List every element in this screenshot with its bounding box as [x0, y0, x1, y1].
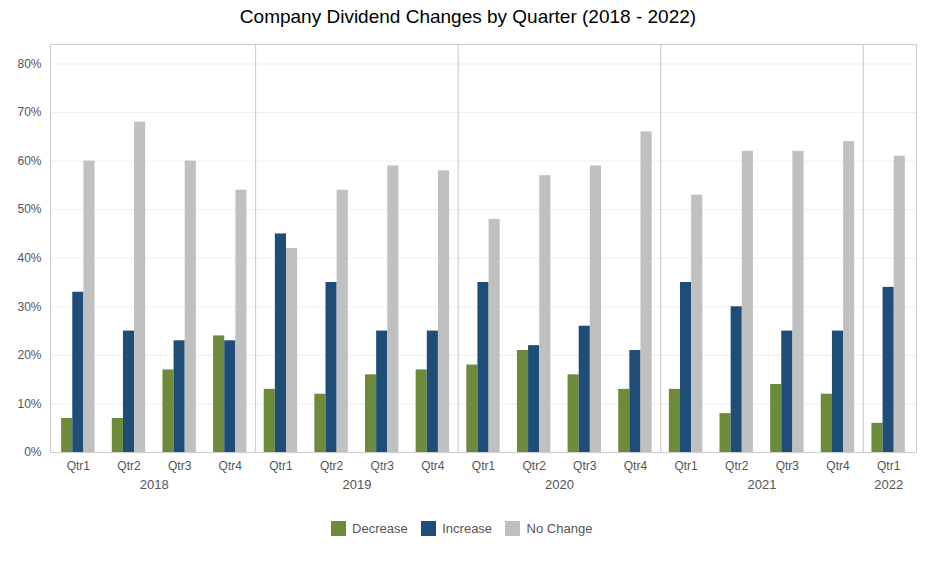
- svg-text:Qtr3: Qtr3: [371, 459, 395, 473]
- svg-text:2020: 2020: [545, 477, 574, 492]
- svg-text:20%: 20%: [17, 348, 41, 362]
- svg-text:0%: 0%: [24, 445, 42, 459]
- svg-text:Qtr4: Qtr4: [826, 459, 850, 473]
- svg-text:2022: 2022: [874, 477, 903, 492]
- svg-text:Qtr4: Qtr4: [219, 459, 243, 473]
- svg-text:2019: 2019: [342, 477, 371, 492]
- svg-text:Qtr1: Qtr1: [877, 459, 901, 473]
- svg-text:Qtr4: Qtr4: [624, 459, 648, 473]
- svg-text:10%: 10%: [17, 397, 41, 411]
- svg-text:Qtr2: Qtr2: [522, 459, 546, 473]
- svg-text:50%: 50%: [17, 202, 41, 216]
- svg-text:Qtr2: Qtr2: [725, 459, 749, 473]
- svg-text:Qtr3: Qtr3: [573, 459, 597, 473]
- svg-text:30%: 30%: [17, 300, 41, 314]
- html-text:Company Dividend Changes by Qu: Company Dividend Changes by Quarter (201…: [239, 6, 697, 27]
- svg-text:60%: 60%: [17, 154, 41, 168]
- svg-text:Qtr1: Qtr1: [269, 459, 293, 473]
- svg-text:40%: 40%: [17, 251, 41, 265]
- svg-text:70%: 70%: [17, 105, 41, 119]
- svg-text:Qtr2: Qtr2: [117, 459, 141, 473]
- html-text:Increase: Increase: [442, 521, 493, 536]
- html-text:No Change: No Change: [526, 521, 593, 536]
- svg-text:Qtr1: Qtr1: [67, 459, 91, 473]
- svg-text:80%: 80%: [17, 57, 41, 71]
- svg-text:Qtr2: Qtr2: [320, 459, 344, 473]
- svg-text:Qtr1: Qtr1: [472, 459, 496, 473]
- svg-text:2021: 2021: [748, 477, 777, 492]
- svg-text:2018: 2018: [140, 477, 169, 492]
- svg-text:Qtr4: Qtr4: [421, 459, 445, 473]
- html-text:Decrease: Decrease: [352, 521, 408, 536]
- svg-text:Qtr1: Qtr1: [674, 459, 698, 473]
- svg-text:Qtr3: Qtr3: [168, 459, 192, 473]
- svg-text:Qtr3: Qtr3: [776, 459, 800, 473]
